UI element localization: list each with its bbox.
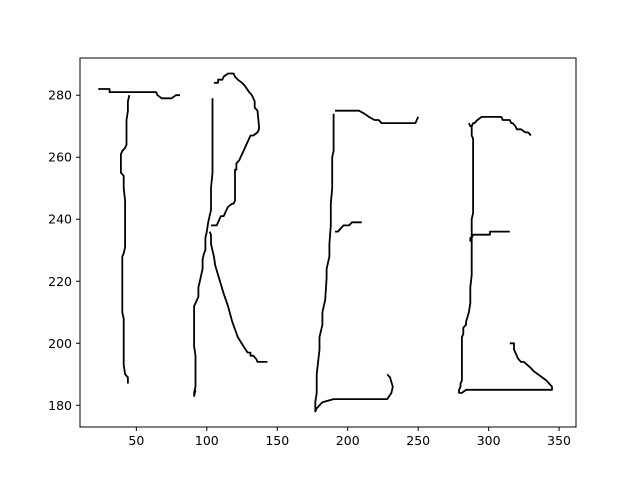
series-line-4 [211, 72, 260, 227]
y-tick-label: 180 [48, 398, 72, 413]
x-tick-label: 300 [477, 433, 501, 448]
series-line-2 [120, 95, 131, 384]
x-tick-label: 350 [547, 433, 571, 448]
series-line-9 [468, 122, 510, 242]
x-tick-label: 200 [336, 433, 360, 448]
series-line-8 [335, 221, 362, 233]
series-line-11 [458, 237, 553, 394]
plot-area-frame [79, 57, 577, 428]
x-tick-label: 250 [406, 433, 430, 448]
y-tick-label: 220 [48, 274, 72, 289]
x-tick-label: 100 [195, 433, 219, 448]
series-line-10 [470, 116, 532, 137]
series-line-5 [208, 231, 268, 363]
y-tick-label: 260 [48, 150, 72, 165]
series-line-6 [314, 113, 394, 413]
series-line-7 [335, 109, 420, 124]
plot-series-group [98, 72, 553, 413]
y-tick-label: 280 [48, 88, 72, 103]
series-line-3 [193, 98, 214, 397]
y-tick-label: 240 [48, 212, 72, 227]
x-tick-label: 150 [265, 433, 289, 448]
y-axis: 180 200 220 240 260 280 [48, 88, 80, 413]
x-axis: 50 100 150 200 250 300 350 [128, 427, 571, 448]
series-line-1 [98, 88, 180, 100]
x-tick-label: 50 [128, 433, 144, 448]
y-tick-label: 200 [48, 336, 72, 351]
